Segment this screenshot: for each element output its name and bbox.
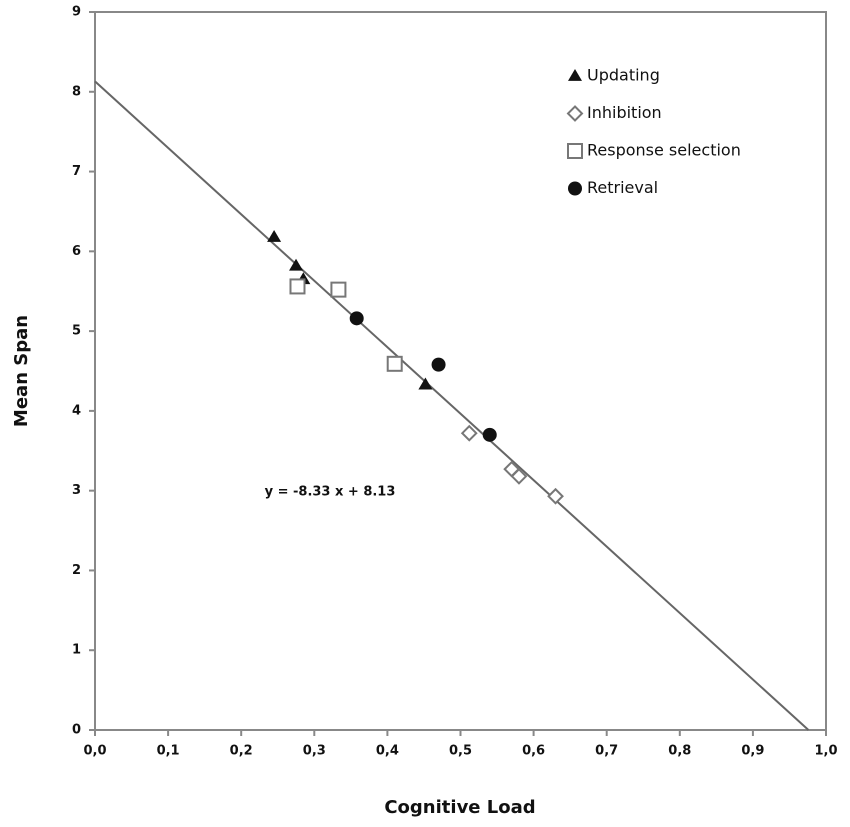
circle-marker xyxy=(568,181,582,196)
square-marker xyxy=(330,281,347,298)
diamond-marker xyxy=(510,467,528,485)
trendline xyxy=(94,80,810,731)
legend-label: Response selection xyxy=(587,141,741,160)
square-marker xyxy=(289,278,306,295)
plot-frame xyxy=(94,11,827,731)
y-tick-label: 5 xyxy=(72,324,81,339)
circle-marker xyxy=(482,427,497,442)
y-tick-label: 1 xyxy=(72,643,81,658)
triangle-marker xyxy=(418,377,433,390)
y-tick-label: 7 xyxy=(72,164,81,179)
legend-label: Updating xyxy=(587,66,660,85)
triangle-marker xyxy=(568,69,582,81)
x-axis-title: Cognitive Load xyxy=(384,797,535,818)
x-tick-label: 0,3 xyxy=(303,744,326,759)
diamond-marker xyxy=(460,424,478,442)
legend-label: Inhibition xyxy=(587,103,662,122)
triangle-marker xyxy=(267,229,282,242)
y-tick-label: 6 xyxy=(72,244,81,259)
x-tick-label: 0,4 xyxy=(376,744,399,759)
trendline-equation: y = -8.33 x + 8.13 xyxy=(265,485,396,500)
y-axis-title: Mean Span xyxy=(11,315,32,427)
triangle-marker xyxy=(289,258,304,271)
y-tick-label: 0 xyxy=(72,723,81,738)
y-tick-label: 9 xyxy=(72,5,81,20)
circle-marker xyxy=(349,311,364,326)
x-tick-label: 1,0 xyxy=(814,744,837,759)
legend-label: Retrieval xyxy=(587,178,658,197)
y-tick-label: 4 xyxy=(72,403,81,418)
diamond-marker xyxy=(566,105,584,122)
x-tick-label: 0,5 xyxy=(449,744,472,759)
x-tick-label: 0,7 xyxy=(595,744,618,759)
x-tick-label: 0,6 xyxy=(522,744,545,759)
y-tick-label: 2 xyxy=(72,563,81,578)
square-marker xyxy=(386,355,403,372)
x-tick-label: 0,0 xyxy=(83,744,106,759)
x-tick-label: 0,9 xyxy=(741,744,764,759)
y-tick-label: 3 xyxy=(72,483,81,498)
diamond-marker xyxy=(547,487,564,505)
x-tick-label: 0,1 xyxy=(157,744,180,759)
circle-marker xyxy=(431,357,446,372)
x-tick-label: 0,8 xyxy=(668,744,691,759)
square-marker xyxy=(567,143,583,159)
y-tick-label: 8 xyxy=(72,84,81,99)
x-tick-label: 0,2 xyxy=(230,744,253,759)
